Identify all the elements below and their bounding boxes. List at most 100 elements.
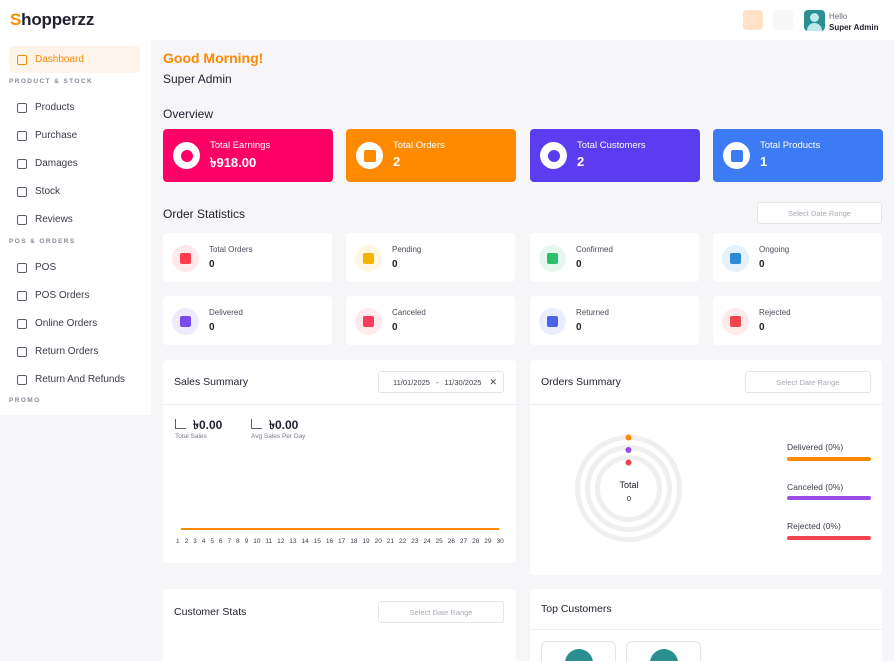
- sidebar-item-dashboard[interactable]: Dashboard: [9, 46, 140, 73]
- stat-total-orders[interactable]: Total Orders 0: [163, 233, 332, 282]
- stat-value: 0: [209, 259, 215, 270]
- sales-line-chart: [181, 528, 499, 530]
- stat-delivered[interactable]: Delivered 0: [163, 296, 332, 345]
- sidebar: Dashboard PRODUCT & STOCK Products Purch…: [0, 40, 151, 415]
- x-tick-label: 23: [411, 538, 419, 545]
- kpi-value: 2: [577, 154, 585, 169]
- divider: [530, 404, 882, 405]
- dollar-icon: [173, 142, 200, 169]
- kpi-total-earnings[interactable]: Total Earnings ৳918.00: [163, 129, 333, 182]
- customer-stats-card: Customer Stats: [163, 589, 516, 661]
- top-customers-title: Top Customers: [541, 603, 612, 615]
- donut-marker-rejected: [625, 459, 632, 466]
- customer-card[interactable]: [541, 641, 616, 661]
- kpi-total-products[interactable]: Total Products 1: [713, 129, 883, 182]
- sidebar-section-promo: PROMO: [9, 397, 41, 404]
- x-tick-label: 9: [244, 538, 249, 545]
- x-tick-label: 5: [210, 538, 214, 545]
- stat-value: 0: [209, 322, 215, 333]
- kpi-value: 2: [393, 154, 401, 169]
- date-from: 11/01/2025: [393, 377, 430, 387]
- kpi-value: 1: [760, 154, 768, 169]
- sidebar-section-product-stock: PRODUCT & STOCK: [9, 78, 94, 85]
- order-statistics-title: Order Statistics: [163, 207, 246, 221]
- avatar: [565, 649, 593, 661]
- sidebar-item-purchase[interactable]: Purchase: [9, 122, 140, 149]
- sidebar-item-stock[interactable]: Stock: [9, 178, 140, 205]
- legend-bar-delivered: [787, 457, 871, 461]
- x-tick-label: 20: [374, 538, 382, 545]
- order-stats-date-range[interactable]: Select Date Range: [757, 202, 882, 224]
- sidebar-item-damages[interactable]: Damages: [9, 150, 140, 177]
- legend-bar-canceled: [787, 496, 871, 500]
- orders-summary-title: Orders Summary: [541, 376, 621, 388]
- donut-center-label: Total: [619, 480, 639, 490]
- x-tick-label: 14: [301, 538, 309, 545]
- kpi-total-orders[interactable]: Total Orders 2: [346, 129, 516, 182]
- refund-icon: [17, 374, 27, 385]
- x-tick-label: 1: [176, 538, 180, 545]
- sidebar-section-pos-orders: POS & ORDERS: [9, 238, 76, 245]
- stat-value: 0: [392, 259, 398, 270]
- x-tick-label: 21: [386, 538, 395, 545]
- clear-icon[interactable]: ✕: [489, 376, 497, 387]
- stat-rejected[interactable]: Rejected 0: [713, 296, 882, 345]
- bookmark-icon[interactable]: [743, 10, 763, 30]
- kpi-label: Total Products: [760, 140, 821, 151]
- returned-icon: [539, 308, 566, 335]
- stat-returned[interactable]: Returned 0: [530, 296, 699, 345]
- sales-date-range[interactable]: 11/01/2025 - 11/30/2025 ✕: [378, 371, 504, 393]
- cube-icon: [172, 245, 199, 272]
- user-greeting[interactable]: Hello Super Admin: [829, 12, 879, 32]
- x-tick-label: 6: [218, 538, 223, 545]
- stat-confirmed[interactable]: Confirmed 0: [530, 233, 699, 282]
- x-tick-label: 3: [193, 538, 197, 545]
- sidebar-item-products[interactable]: Products: [9, 94, 140, 121]
- pos-orders-icon: [17, 290, 27, 301]
- date-to: 11/30/2025: [444, 377, 482, 387]
- x-tick-label: 15: [313, 538, 321, 545]
- x-tick-label: 19: [362, 538, 370, 545]
- stat-pending[interactable]: Pending 0: [346, 233, 515, 282]
- customer-stats-date-range[interactable]: Select Date Range: [378, 601, 504, 623]
- x-tick-label: 17: [338, 538, 346, 545]
- stat-value: 0: [576, 259, 582, 270]
- sidebar-item-online-orders[interactable]: Online Orders: [9, 310, 140, 337]
- x-tick-label: 12: [277, 538, 285, 545]
- bar-chart-icon: [251, 419, 262, 429]
- canceled-icon: [355, 308, 382, 335]
- stat-label: Confirmed: [576, 245, 613, 254]
- users-icon: [540, 142, 567, 169]
- sidebar-item-pos[interactable]: POS: [9, 254, 140, 281]
- online-orders-icon: [17, 318, 27, 329]
- sidebar-item-return-orders[interactable]: Return Orders: [9, 338, 140, 365]
- sidebar-item-reviews[interactable]: Reviews: [9, 206, 140, 233]
- greeting: Good Morning!: [163, 50, 264, 66]
- kpi-label: Total Earnings: [210, 140, 271, 151]
- sidebar-item-pos-orders[interactable]: POS Orders: [9, 282, 140, 309]
- legend-rejected: Rejected (0%): [787, 521, 841, 531]
- menu-lines-icon[interactable]: [773, 10, 793, 30]
- pending-icon: [355, 245, 382, 272]
- avatar[interactable]: [804, 10, 825, 31]
- x-tick-label: 24: [423, 538, 431, 545]
- orders-summary-date-range[interactable]: Select Date Range: [745, 371, 871, 393]
- app-logo[interactable]: Shopperzz: [10, 10, 95, 29]
- avg-sales-label: Avg Sales Per Day: [251, 433, 306, 440]
- x-tick-label: 11: [265, 538, 273, 545]
- damages-icon: [17, 158, 27, 169]
- divider: [530, 629, 882, 630]
- x-tick-label: 18: [350, 538, 358, 545]
- total-sales-label: Total Sales: [175, 433, 207, 440]
- stat-canceled[interactable]: Canceled 0: [346, 296, 515, 345]
- top-bar: Shopperzz Hello Super Admin: [0, 0, 894, 40]
- x-tick-label: 8: [236, 538, 240, 545]
- total-sales-value: ৳0.00: [193, 418, 223, 432]
- sidebar-item-return-refunds[interactable]: Return And Refunds: [9, 366, 140, 393]
- kpi-total-customers[interactable]: Total Customers 2: [530, 129, 700, 182]
- stat-ongoing[interactable]: Ongoing 0: [713, 233, 882, 282]
- customer-card[interactable]: [626, 641, 701, 661]
- document-icon: [723, 142, 750, 169]
- dashboard-icon: [17, 54, 27, 65]
- delivered-icon: [172, 308, 199, 335]
